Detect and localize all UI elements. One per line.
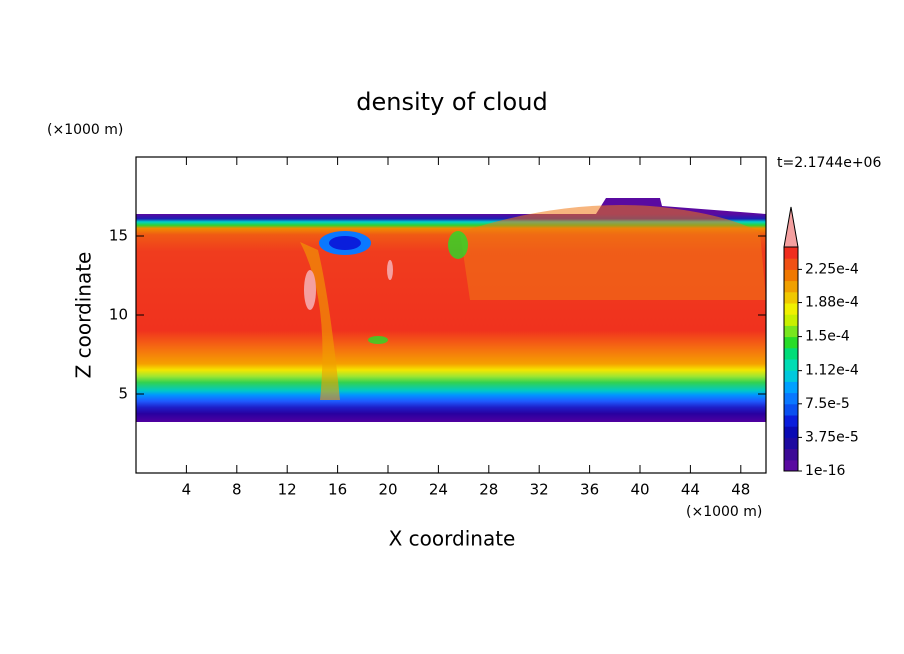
x-tick-label: 44: [681, 481, 700, 499]
chart-title: density of cloud: [356, 88, 547, 116]
y-unit: (×1000 m): [47, 122, 123, 138]
colorbar-tick-label: 3.75e-5: [805, 429, 859, 445]
colorbar-band: [784, 448, 798, 461]
colorbar-band: [784, 359, 798, 371]
colorbar-band: [784, 459, 798, 472]
x-tick-label: 40: [630, 481, 649, 499]
colorbar-extend: [783, 206, 799, 248]
x-tick-label: 48: [731, 481, 750, 499]
colorbar-band: [784, 426, 798, 438]
y-tick-label: 15: [109, 227, 128, 245]
colorbar-tick-label: 2.25e-4: [805, 261, 859, 277]
colorbar-band: [784, 392, 798, 405]
y-axis-label: Z coordinate: [72, 252, 96, 379]
x-tick-label: 8: [232, 481, 242, 499]
colorbar-band: [784, 258, 798, 270]
x-tick-label: 28: [479, 481, 498, 499]
contour-field: [136, 198, 766, 422]
x-tick-label: 12: [278, 481, 297, 499]
x-tick-label: 32: [530, 481, 549, 499]
colorbar-tick-label: 1.5e-4: [805, 329, 850, 345]
x-unit: (×1000 m): [686, 504, 762, 520]
colorbar-frame: [783, 246, 799, 472]
colorbar-band: [784, 247, 798, 259]
colorbar-band: [784, 325, 798, 338]
colorbar-band: [784, 336, 798, 349]
colorbar-band: [784, 303, 798, 315]
colorbar-tick-label: 1.12e-4: [805, 363, 859, 379]
colorbar-band: [784, 314, 798, 326]
time-label: t=2.1744e+06: [777, 155, 881, 171]
x-tick-label: 36: [580, 481, 599, 499]
x-axis-label: X coordinate: [389, 527, 516, 551]
y-tick-label: 10: [109, 306, 128, 324]
colorbar-band: [784, 347, 798, 360]
colorbar-band: [784, 403, 798, 416]
colorbar-band: [784, 370, 798, 382]
colorbar-tick-label: 1e-16: [805, 463, 845, 479]
colorbar-band: [784, 269, 798, 282]
y-tick-label: 5: [118, 385, 128, 403]
colorbar-band: [784, 437, 798, 450]
x-tick-label: 4: [182, 481, 192, 499]
colorbar-band: [784, 415, 798, 427]
colorbar-tick-label: 7.5e-5: [805, 396, 850, 412]
colorbar-band: [784, 280, 798, 293]
colorbar-band: [784, 381, 798, 394]
x-tick-label: 16: [328, 481, 347, 499]
x-tick-label: 24: [429, 481, 448, 499]
colorbar-band: [784, 291, 798, 304]
colorbar-tick-label: 1.88e-4: [805, 295, 859, 311]
x-tick-label: 20: [378, 481, 397, 499]
